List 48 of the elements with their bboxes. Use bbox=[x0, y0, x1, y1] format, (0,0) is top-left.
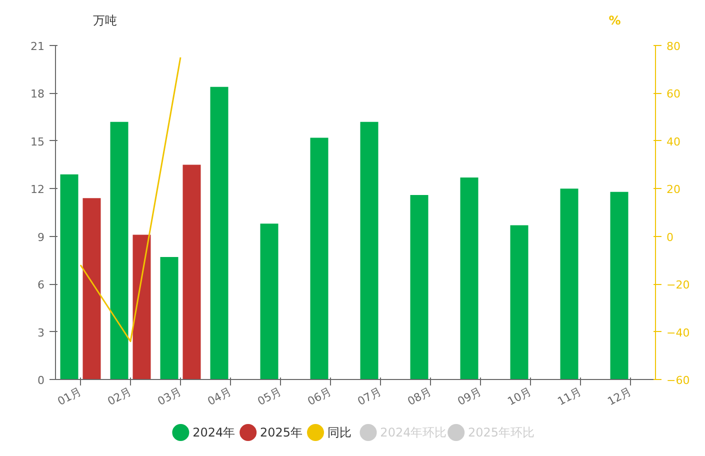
bar bbox=[82, 198, 101, 380]
y-tick-label: 3 bbox=[38, 326, 44, 340]
y2-tick-label: 40 bbox=[666, 135, 680, 148]
x-tick-label: 01月 bbox=[55, 384, 84, 408]
legend-label: 2025年 bbox=[260, 426, 303, 440]
y2-tick-label: 0 bbox=[666, 230, 674, 244]
x-tick-label: 09月 bbox=[455, 384, 484, 408]
bar bbox=[182, 164, 201, 380]
x-tick-label: 03月 bbox=[155, 384, 184, 408]
bar bbox=[510, 225, 528, 380]
bar bbox=[260, 224, 278, 380]
bar bbox=[60, 174, 78, 380]
bar bbox=[410, 195, 428, 380]
x-tick-label: 02月 bbox=[105, 384, 134, 408]
x-tick-label: 05月 bbox=[255, 384, 284, 408]
y-tick-label: 0 bbox=[38, 374, 44, 387]
x-tick-label: 06月 bbox=[305, 384, 334, 408]
y2-axis-title: % bbox=[608, 14, 621, 28]
y-tick-label: 15 bbox=[30, 135, 45, 148]
x-tick-label: 11月 bbox=[555, 384, 584, 408]
x-tick-label: 08月 bbox=[405, 384, 434, 408]
bar bbox=[360, 122, 378, 380]
y2-tick-label: 60 bbox=[666, 88, 680, 101]
y2-tick-label: 80 bbox=[666, 40, 680, 53]
bar bbox=[210, 86, 228, 380]
y2-tick-label: 20 bbox=[666, 183, 680, 196]
bar bbox=[310, 138, 328, 380]
legend-label: 2024年 bbox=[192, 426, 236, 440]
bar bbox=[560, 188, 578, 380]
y-tick-label: 18 bbox=[30, 88, 45, 101]
x-tick-label: 10月 bbox=[505, 384, 534, 408]
bar bbox=[160, 257, 178, 380]
y2-tick-label: −20 bbox=[666, 278, 690, 292]
bar bbox=[132, 234, 151, 380]
y2-tick-label: −60 bbox=[666, 374, 690, 387]
y2-tick-label: −40 bbox=[666, 326, 690, 340]
y-axis-title: 万吨 bbox=[92, 14, 117, 28]
y-tick-label: 6 bbox=[38, 278, 44, 292]
legend-label: 同比 bbox=[327, 426, 352, 440]
y-tick-label: 9 bbox=[38, 230, 44, 244]
x-tick-label: 07月 bbox=[355, 384, 384, 408]
bar bbox=[110, 122, 128, 380]
y-tick-label: 12 bbox=[30, 183, 45, 196]
x-tick-label: 12月 bbox=[605, 384, 634, 408]
y-tick-label: 21 bbox=[30, 40, 45, 53]
x-tick-label: 04月 bbox=[205, 384, 234, 408]
bar bbox=[460, 178, 478, 380]
bar bbox=[610, 192, 628, 380]
